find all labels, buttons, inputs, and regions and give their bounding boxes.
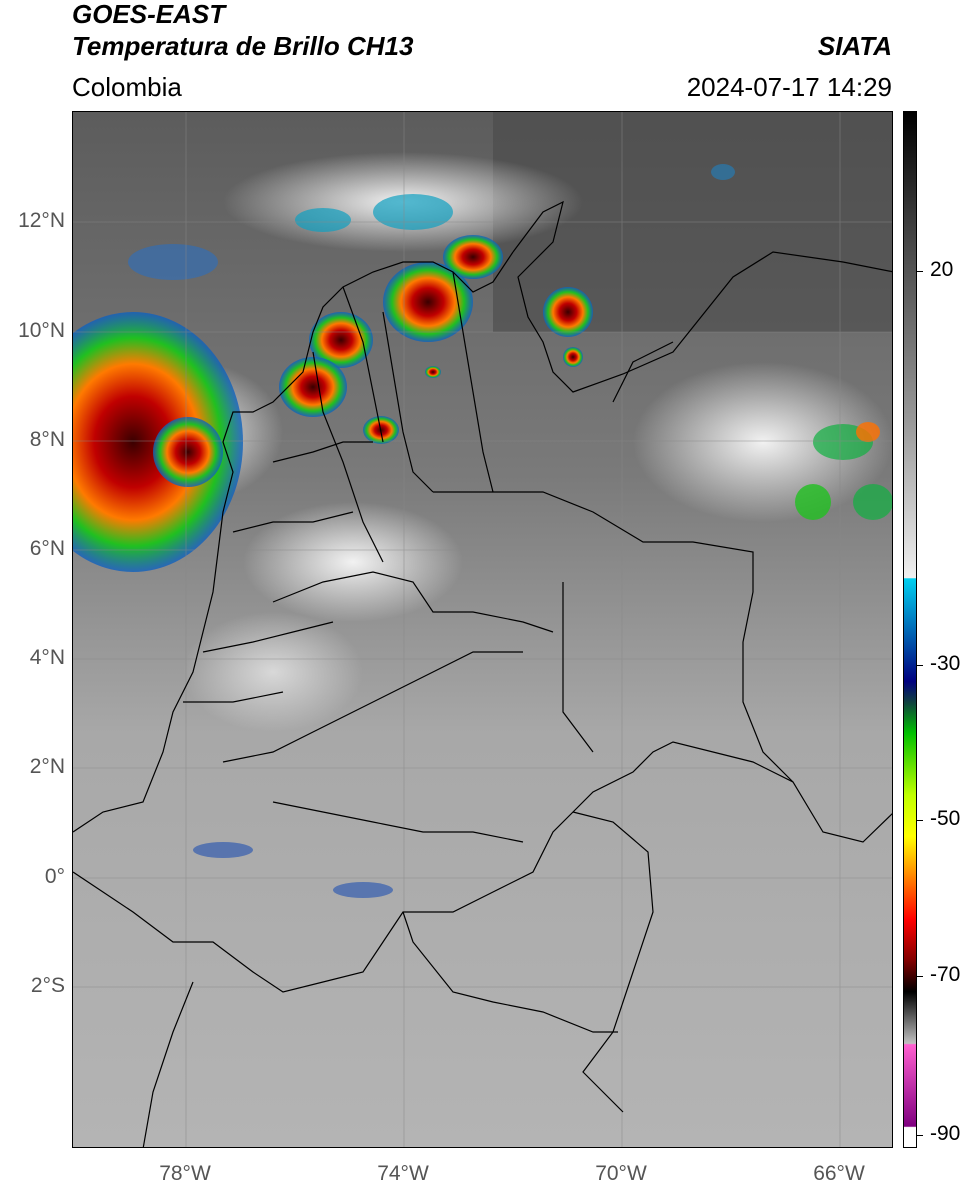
lat-label-6n: 6°N (29, 537, 65, 560)
storm-cell (563, 347, 583, 367)
storm-cell (856, 422, 880, 442)
storm-cell (279, 357, 347, 417)
colorbar-tick (917, 820, 923, 821)
storm-cell (425, 366, 441, 378)
product-title: GOES-EAST (72, 0, 226, 29)
lat-label-12n: 12°N (18, 209, 65, 232)
region-label: Colombia (72, 72, 182, 102)
colorbar-tick (917, 665, 923, 666)
colorbar-label-minus50: -50 (930, 807, 961, 830)
colorbar-label-minus30: -30 (930, 652, 961, 675)
colorbar-tick (917, 271, 923, 272)
storm-cell (128, 244, 218, 280)
lat-label-2n: 2°N (29, 755, 65, 778)
map-gridlines (73, 112, 892, 1147)
colorbar-tick (917, 1135, 923, 1136)
lat-label-2s: 2°S (30, 974, 65, 997)
lon-label-78w: 78°W (159, 1162, 211, 1185)
storm-cell (853, 484, 892, 520)
storm-cell (193, 842, 253, 858)
storm-cell (711, 164, 735, 180)
product-subtitle: Temperatura de Brillo CH13 (72, 31, 414, 61)
storm-cell (153, 417, 223, 487)
organization-label: SIATA (817, 31, 892, 61)
colorbar-label-minus70: -70 (930, 963, 961, 986)
colorbar-label-minus90: -90 (930, 1122, 961, 1145)
cloud-band (243, 502, 463, 622)
country-borders (73, 200, 892, 1147)
cloud-band (183, 612, 363, 732)
storm-cell (373, 194, 453, 230)
storm-cell (795, 484, 831, 520)
lon-label-70w: 70°W (595, 1162, 647, 1185)
temperature-colorbar (903, 111, 917, 1148)
storm-cell (333, 882, 393, 898)
datetime-label: 2024-07-17 14:29 (686, 72, 892, 102)
colorbar-label-20: 20 (930, 258, 954, 281)
satellite-map (72, 111, 893, 1148)
lat-label-0: 0° (44, 865, 65, 888)
storm-cell (383, 262, 473, 342)
lon-label-66w: 66°W (813, 1162, 865, 1185)
storm-cell (443, 235, 503, 279)
lat-label-10n: 10°N (18, 319, 65, 342)
lat-label-4n: 4°N (29, 646, 65, 669)
map-canvas (73, 112, 892, 1147)
colorbar-tick (917, 976, 923, 977)
storm-cell (295, 208, 351, 232)
cloud-band (633, 362, 892, 522)
lon-label-74w: 74°W (377, 1162, 429, 1185)
lat-label-8n: 8°N (29, 428, 65, 451)
storm-cell (543, 287, 593, 337)
colorbar-gradient (904, 112, 916, 1147)
